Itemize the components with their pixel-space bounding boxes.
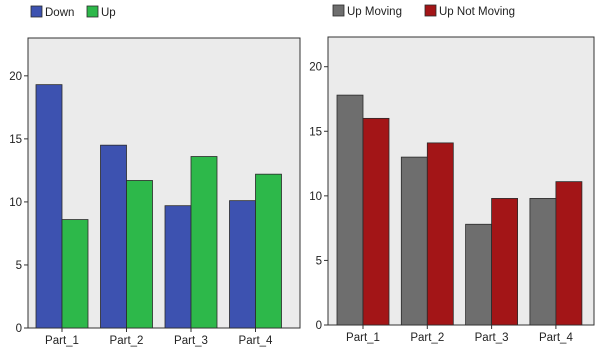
chart-1-y-tick-label-0: 0 bbox=[16, 323, 22, 335]
chart-2-y-tick-label-5: 5 bbox=[316, 255, 322, 267]
chart-2-y-tick-label-10: 10 bbox=[309, 191, 322, 203]
chart-2-bar-up-moving-part-1 bbox=[336, 94, 364, 326]
chart-1-legend-label-up: Up bbox=[101, 7, 116, 19]
chart-1-x-tick-label-part-4: Part_4 bbox=[239, 335, 273, 347]
chart-2-y-tick-label-20: 20 bbox=[309, 62, 322, 74]
chart-2-y-tick-label-15: 15 bbox=[309, 126, 322, 138]
chart-2-x-tick-label-part-4: Part_4 bbox=[539, 332, 573, 344]
chart-2-x-tick-label-part-2: Part_2 bbox=[410, 332, 444, 344]
chart-2-x-tick-label-part-3: Part_3 bbox=[475, 332, 509, 344]
chart-1-bar-down-part-3 bbox=[164, 205, 192, 329]
chart-2-bar-up-not-moving-part-2 bbox=[426, 142, 454, 326]
chart-1-legend-label-down: Down bbox=[45, 7, 74, 19]
chart-1-x-tick-label-part-3: Part_3 bbox=[174, 335, 208, 347]
chart-1-y-tick-label-15: 15 bbox=[9, 134, 22, 146]
chart-1-bar-up-part-3 bbox=[190, 156, 218, 329]
chart-2-x-tick-label-part-1: Part_1 bbox=[346, 332, 380, 344]
chart-1-y-tick-label-10: 10 bbox=[9, 197, 22, 209]
chart-1-bar-up-part-1 bbox=[61, 219, 89, 329]
chart-2-bar-up-not-moving-part-4 bbox=[555, 181, 583, 326]
chart-1-legend-swatch-up bbox=[86, 5, 99, 18]
chart-right: 0 5 10 15 20 Part_1 Part_2 Part_3 Part_4 Up Movin… bbox=[309, 4, 595, 344]
chart-left: 0 5 10 15 20 Part_1 Part_2 Part_3 Part_4 Down Up bbox=[9, 5, 301, 347]
chart-2-bar-up-not-moving-part-1 bbox=[362, 117, 390, 326]
chart-1-bar-down-part-4 bbox=[229, 200, 256, 329]
chart-1-x-tick-label-part-2: Part_2 bbox=[110, 335, 144, 347]
chart-2-legend-label-up-not-moving: Up Not Moving bbox=[439, 6, 515, 18]
chart-2-bar-up-moving-part-4 bbox=[529, 198, 557, 326]
chart-1-bar-up-part-4 bbox=[255, 173, 282, 329]
chart-1-bar-up-part-2 bbox=[126, 180, 153, 329]
chart-2-legend-label-up-moving: Up Moving bbox=[347, 6, 402, 18]
chart-2-bar-up-not-moving-part-3 bbox=[491, 198, 519, 326]
chart-2-legend-swatch-up-not-moving bbox=[424, 4, 437, 17]
chart-1-y-tick-label-20: 20 bbox=[9, 71, 22, 83]
chart-2-bar-up-moving-part-2 bbox=[400, 156, 428, 326]
chart-1-y-tick-label-5: 5 bbox=[16, 260, 22, 272]
chart-2-bar-up-moving-part-3 bbox=[465, 223, 493, 326]
chart-1-x-tick-label-part-1: Part_1 bbox=[45, 335, 79, 347]
chart-2-legend-swatch-up-moving bbox=[332, 4, 345, 17]
chart-1-bar-down-part-2 bbox=[100, 144, 127, 329]
chart-2-y-tick-label-0: 0 bbox=[316, 320, 322, 332]
chart-1-bar-down-part-1 bbox=[35, 84, 63, 329]
chart-1-legend-swatch-down bbox=[30, 5, 43, 18]
